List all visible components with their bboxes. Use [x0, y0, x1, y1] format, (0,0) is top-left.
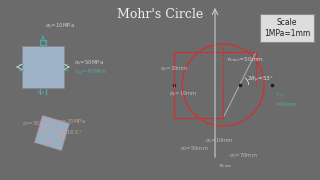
- Text: $2\theta_p$=53°: $2\theta_p$=53°: [247, 75, 273, 85]
- Text: Scale
1MPa=1mm: Scale 1MPa=1mm: [264, 18, 310, 38]
- Bar: [22, 46, 64, 88]
- Text: $\sigma_1$=70mm: $\sigma_1$=70mm: [229, 151, 258, 160]
- Text: $\tau_{ccw}$: $\tau_{ccw}$: [218, 162, 232, 170]
- Text: $\tau_{yx}$: $\tau_{yx}$: [36, 90, 46, 99]
- Text: $\sigma_y$=10mm: $\sigma_y$=10mm: [169, 90, 197, 100]
- Text: $\sigma_x$=50MPa: $\sigma_x$=50MPa: [74, 58, 104, 67]
- Text: $\tau_{max}$=50mm: $\tau_{max}$=50mm: [226, 55, 264, 64]
- Text: $\tau_{sy}$
=40mm: $\tau_{sy}$ =40mm: [276, 92, 297, 107]
- Text: $\sigma_y$=10MPa: $\sigma_y$=10MPa: [45, 22, 75, 32]
- Text: $\sigma_x$=30mm: $\sigma_x$=30mm: [160, 64, 188, 73]
- Text: $\tau_{cw}$: $\tau_{cw}$: [218, 0, 230, 3]
- Text: $\sigma_2$=50mm: $\sigma_2$=50mm: [180, 144, 209, 153]
- Text: $\sigma_1$=70MPa: $\sigma_1$=70MPa: [56, 117, 86, 126]
- Polygon shape: [35, 116, 69, 150]
- Text: $\sigma_2$=30MPa: $\sigma_2$=30MPa: [22, 119, 52, 128]
- Text: $\theta_p$=16.5°: $\theta_p$=16.5°: [56, 129, 83, 139]
- Text: $\tau_{xy}$=40MPa: $\tau_{xy}$=40MPa: [74, 68, 106, 78]
- Text: $\sigma_y$=10mm: $\sigma_y$=10mm: [205, 137, 233, 147]
- Text: Mohr's Circle: Mohr's Circle: [117, 8, 203, 21]
